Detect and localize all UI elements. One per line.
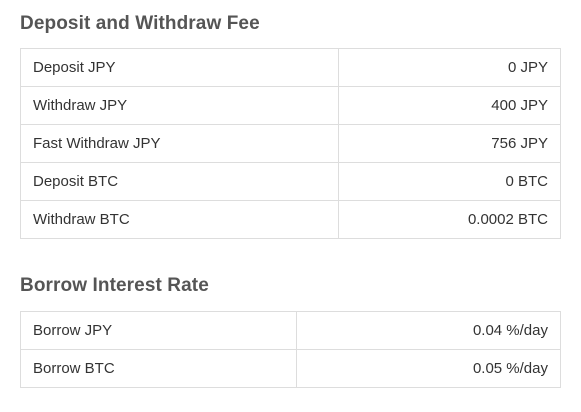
- fee-value: 400 JPY: [338, 86, 561, 125]
- fee-label: Withdraw JPY: [20, 86, 339, 125]
- fee-label: Withdraw BTC: [20, 200, 339, 239]
- fee-row-deposit-btc: Deposit BTC 0 BTC: [20, 162, 561, 201]
- fee-value: 0.0002 BTC: [338, 200, 561, 239]
- fee-row-withdraw-btc: Withdraw BTC 0.0002 BTC: [20, 200, 561, 239]
- borrow-interest-rate-title: Borrow Interest Rate: [20, 275, 209, 296]
- fee-value: 0 JPY: [338, 48, 561, 87]
- fee-value: 756 JPY: [338, 124, 561, 163]
- interest-value: 0.04 %/day: [296, 311, 561, 350]
- interest-value: 0.05 %/day: [296, 349, 561, 388]
- fee-row-fast-withdraw-jpy: Fast Withdraw JPY 756 JPY: [20, 124, 561, 163]
- interest-label: Borrow BTC: [20, 349, 297, 388]
- deposit-withdraw-fee-title: Deposit and Withdraw Fee: [20, 13, 260, 34]
- fee-label: Deposit BTC: [20, 162, 339, 201]
- fee-row-withdraw-jpy: Withdraw JPY 400 JPY: [20, 86, 561, 125]
- borrow-interest-rate-table: Borrow JPY 0.04 %/day Borrow BTC 0.05 %/…: [20, 311, 561, 388]
- interest-row-borrow-jpy: Borrow JPY 0.04 %/day: [20, 311, 561, 350]
- fee-row-deposit-jpy: Deposit JPY 0 JPY: [20, 48, 561, 87]
- fee-label: Deposit JPY: [20, 48, 339, 87]
- deposit-withdraw-fee-table: Deposit JPY 0 JPY Withdraw JPY 400 JPY F…: [20, 48, 561, 239]
- fee-value: 0 BTC: [338, 162, 561, 201]
- interest-label: Borrow JPY: [20, 311, 297, 350]
- fee-label: Fast Withdraw JPY: [20, 124, 339, 163]
- interest-row-borrow-btc: Borrow BTC 0.05 %/day: [20, 349, 561, 388]
